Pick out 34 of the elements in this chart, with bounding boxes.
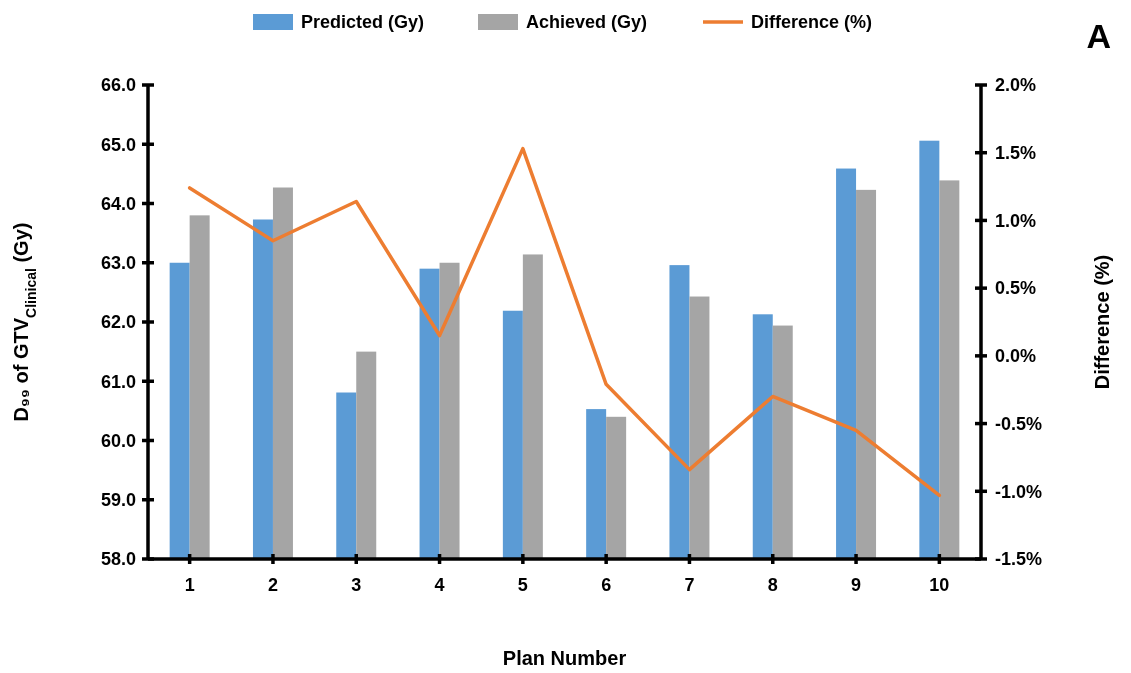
y2-tick-label: 0.0%	[995, 346, 1037, 367]
y2-tick-label: 1.0%	[995, 210, 1037, 231]
y-tick-label: 61.0	[100, 371, 136, 392]
legend-label: Predicted (Gy)	[301, 12, 425, 33]
x-tick-label: 10	[929, 575, 950, 595]
x-axis-title: Plan Number	[502, 647, 627, 669]
legend-label: Achieved (Gy)	[526, 12, 648, 33]
y-tick-label: 58.0	[100, 549, 136, 570]
y2-axis-title: Difference (%)	[1091, 254, 1113, 390]
y-tick-label: 64.0	[100, 193, 136, 214]
text: A	[1086, 17, 1111, 55]
y-tick-label: 62.0	[100, 312, 136, 333]
x-tick-label: 3	[351, 575, 362, 595]
x-tick-label: 5	[517, 575, 528, 595]
y-tick-label: 65.0	[100, 134, 136, 155]
y-tick-label: 63.0	[100, 253, 136, 274]
x-tick-label: 8	[767, 575, 778, 595]
x-tick-label: 7	[684, 575, 695, 595]
line-series	[187, 146, 942, 498]
y-tick-label: 60.0	[100, 430, 136, 451]
x-tick-label: 1	[184, 575, 195, 595]
y-tick-label: 59.0	[100, 490, 136, 511]
x-tick-label: 4	[434, 575, 445, 595]
y2-tick-label: -1.0%	[995, 481, 1043, 502]
y2-tick-label: 1.5%	[995, 143, 1037, 164]
x-tick-label: 2	[267, 575, 278, 595]
y2-tick-label: 0.5%	[995, 278, 1037, 299]
y2-tick-label: -1.5%	[995, 549, 1043, 570]
y2-tick-label: -0.5%	[995, 413, 1043, 434]
x-tick-label: 9	[851, 575, 862, 595]
legend-label: Difference (%)	[751, 12, 873, 33]
y2-tick-label: 2.0%	[995, 75, 1037, 96]
x-tick-label: 6	[601, 575, 612, 595]
y-tick-label: 66.0	[100, 75, 136, 96]
